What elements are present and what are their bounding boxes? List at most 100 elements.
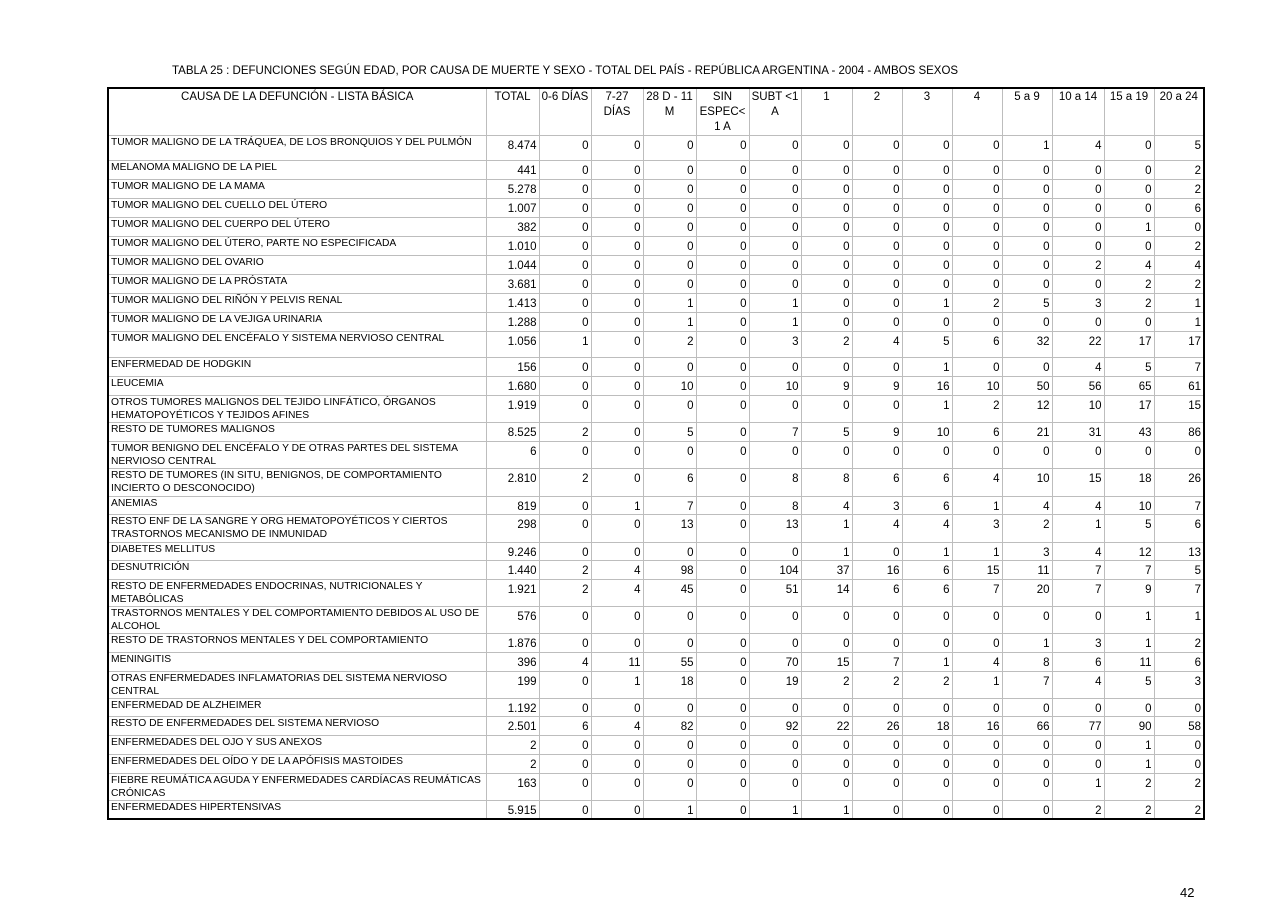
value-cell: 0 <box>851 293 903 313</box>
value-cell: 104 <box>748 560 802 580</box>
column-header: 1 <box>800 87 853 136</box>
value-cell: 0 <box>642 198 697 218</box>
value-cell: 0 <box>695 274 750 294</box>
value-cell: 0 <box>642 160 697 180</box>
value-cell: 4 <box>800 496 853 515</box>
value-cell: 1 <box>901 293 953 313</box>
value-cell: 0 <box>951 135 1003 161</box>
value-cell: 2 <box>901 671 953 699</box>
value-cell: 0 <box>590 376 644 396</box>
value-cell: 0 <box>695 514 750 543</box>
column-header-cause: CAUSA DE LA DEFUNCIÓN - LISTA BÁSICA <box>107 87 487 136</box>
table-row: TUMOR MALIGNO DEL OVARIO 1.044 0 0 0 0 0 0 0 0 0 0 2… <box>107 255 1205 275</box>
value-cell: 1 <box>1051 514 1105 543</box>
cause-cell: TUMOR MALIGNO DE LA PRÓSTATA <box>107 274 487 294</box>
value-cell: 0 <box>800 698 853 717</box>
value-cell: 10 <box>1051 395 1105 423</box>
value-cell: 0 <box>1001 274 1053 294</box>
value-cell: 2 <box>538 579 592 607</box>
value-cell: 0 <box>951 217 1003 237</box>
value-cell: 0 <box>748 236 802 256</box>
value-cell: 5 <box>642 422 697 442</box>
value-cell: 90 <box>1103 716 1155 736</box>
value-cell: 0 <box>851 236 903 256</box>
value-cell: 0 <box>695 560 750 580</box>
cause-cell: MENINGITIS <box>107 652 487 672</box>
value-cell: 0 <box>851 800 903 820</box>
value-cell: 16 <box>851 560 903 580</box>
total-cell: 163 <box>485 773 540 801</box>
value-cell: 0 <box>590 754 644 774</box>
column-header: 7-27 DÍAS <box>590 87 644 136</box>
value-cell: 18 <box>642 671 697 699</box>
value-cell: 0 <box>538 293 592 313</box>
value-cell: 0 <box>748 542 802 561</box>
value-cell: 0 <box>951 735 1003 755</box>
value-cell: 0 <box>695 698 750 717</box>
value-cell: 0 <box>851 633 903 653</box>
value-cell: 1 <box>951 671 1003 699</box>
value-cell: 0 <box>590 800 644 820</box>
value-cell: 6 <box>851 468 903 497</box>
value-cell: 5 <box>1103 514 1155 543</box>
column-header: 20 a 24 <box>1153 87 1205 136</box>
value-cell: 5 <box>1103 357 1155 377</box>
value-cell: 0 <box>590 179 644 199</box>
cause-cell: RESTO DE TRASTORNOS MENTALES Y DEL COMPO… <box>107 633 487 653</box>
value-cell: 15 <box>1153 395 1205 423</box>
value-cell: 3 <box>1153 671 1205 699</box>
value-cell: 0 <box>1001 217 1053 237</box>
value-cell: 7 <box>748 422 802 442</box>
table-row: TUMOR MALIGNO DE LA PRÓSTATA 3.681 0 0 0 0 0 0 0… <box>107 274 1205 294</box>
value-cell: 0 <box>1001 198 1053 218</box>
total-cell: 1.680 <box>485 376 540 396</box>
value-cell: 0 <box>590 422 644 442</box>
value-cell: 0 <box>1051 698 1105 717</box>
value-cell: 43 <box>1103 422 1155 442</box>
value-cell: 4 <box>901 514 953 543</box>
value-cell: 0 <box>951 179 1003 199</box>
value-cell: 70 <box>748 652 802 672</box>
value-cell: 0 <box>695 331 750 358</box>
value-cell: 6 <box>1153 652 1205 672</box>
cause-cell: TUMOR MALIGNO DE LA MAMA <box>107 179 487 199</box>
value-cell: 2 <box>800 331 853 358</box>
total-cell: 8.525 <box>485 422 540 442</box>
value-cell: 7 <box>1001 671 1053 699</box>
value-cell: 0 <box>538 773 592 801</box>
cause-cell: TUMOR MALIGNO DEL CUERPO DEL ÚTERO <box>107 217 487 237</box>
value-cell: 20 <box>1001 579 1053 607</box>
total-cell: 5.915 <box>485 800 540 820</box>
value-cell: 86 <box>1153 422 1205 442</box>
value-cell: 0 <box>748 633 802 653</box>
value-cell: 4 <box>1051 357 1105 377</box>
value-cell: 9 <box>800 376 853 396</box>
value-cell: 1 <box>1103 633 1155 653</box>
value-cell: 2 <box>1153 800 1205 820</box>
value-cell: 0 <box>951 754 1003 774</box>
value-cell: 0 <box>642 542 697 561</box>
value-cell: 1 <box>1001 633 1053 653</box>
value-cell: 61 <box>1153 376 1205 396</box>
value-cell: 7 <box>1153 579 1205 607</box>
value-cell: 1 <box>951 496 1003 515</box>
value-cell: 4 <box>1103 255 1155 275</box>
column-header: 4 <box>951 87 1003 136</box>
value-cell: 0 <box>901 606 953 634</box>
column-header: 0-6 DÍAS <box>538 87 592 136</box>
column-header: 3 <box>901 87 953 136</box>
value-cell: 5 <box>800 422 853 442</box>
value-cell: 0 <box>800 255 853 275</box>
value-cell: 0 <box>951 160 1003 180</box>
total-cell: 8.474 <box>485 135 540 161</box>
value-cell: 0 <box>901 198 953 218</box>
value-cell: 0 <box>642 606 697 634</box>
table-row: ANEMIAS 819 0 1 7 0 8 4 3 6 1 4 4 10 7 <box>107 496 1205 515</box>
table-row: RESTO ENF DE LA SANGRE Y ORG HEMATOPOYÉT… <box>107 514 1205 543</box>
value-cell: 0 <box>538 274 592 294</box>
cause-cell: ENFERMEDADES DEL OÍDO Y DE LA APÓFISIS M… <box>107 754 487 774</box>
value-cell: 7 <box>1153 496 1205 515</box>
value-cell: 0 <box>538 698 592 717</box>
value-cell: 0 <box>1103 135 1155 161</box>
column-header: 28 D - 11 M <box>642 87 697 136</box>
